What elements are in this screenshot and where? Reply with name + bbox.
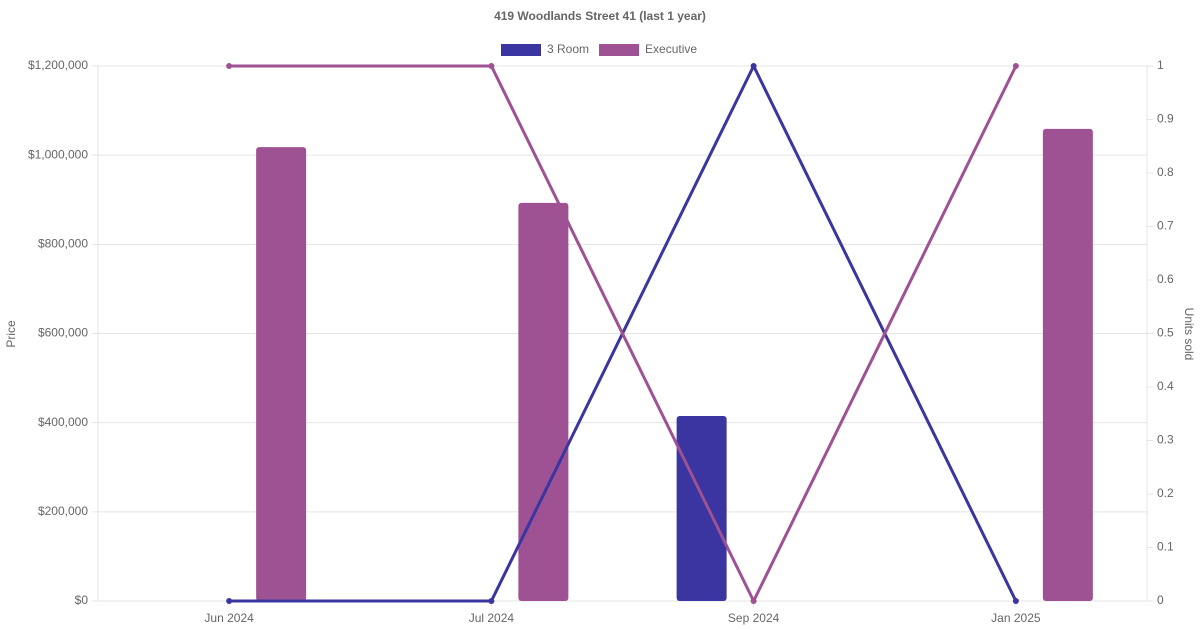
bar [1042, 128, 1093, 602]
legend-label: 3 Room [547, 42, 589, 56]
y-tick-label: $0 [75, 593, 89, 607]
line-point [1012, 598, 1019, 604]
line [229, 64, 1018, 605]
x-tick-label: Sep 2024 [728, 611, 780, 625]
y-tick-label: $1,200,000 [28, 58, 88, 72]
line-point [488, 598, 495, 604]
y2-axis-title: Units sold [1182, 308, 1196, 361]
x-tick-label: Jun 2024 [204, 611, 254, 625]
y2-tick-label: 0.8 [1157, 165, 1174, 179]
legend-swatch [501, 44, 541, 56]
y-tick-label: $200,000 [38, 504, 88, 518]
y2-tick-label: 0.4 [1157, 379, 1174, 393]
chart-title: 419 Woodlands Street 41 (last 1 year) [494, 9, 706, 23]
legend-swatch [599, 44, 640, 56]
line-point [1012, 63, 1019, 69]
y2-tick-label: 1 [1157, 58, 1164, 72]
y-tick-label: $400,000 [38, 415, 88, 429]
y-tick-label: $1,000,000 [28, 147, 88, 161]
x-tick-label: Jul 2024 [469, 611, 515, 625]
bar [256, 147, 307, 601]
y2-tick-label: 0.9 [1157, 112, 1174, 126]
line-point [226, 63, 233, 69]
y2-tick-label: 0.1 [1157, 540, 1174, 554]
legend-label: Executive [645, 42, 697, 56]
y2-tick-label: 0.6 [1157, 272, 1174, 286]
line-point [488, 63, 495, 69]
x-tick-label: Jan 2025 [991, 611, 1041, 625]
y-tick-label: $600,000 [38, 326, 88, 340]
line-point [750, 63, 757, 69]
bar [518, 202, 569, 601]
y2-tick-label: 0.3 [1157, 433, 1174, 447]
y-tick-label: $800,000 [38, 237, 88, 251]
y-axis-title: Price [4, 320, 18, 348]
y2-tick-label: 0.5 [1157, 326, 1174, 340]
y2-tick-label: 0.2 [1157, 486, 1174, 500]
y2-tick-label: 0.7 [1157, 219, 1174, 233]
line-point [750, 598, 757, 604]
bar [676, 415, 727, 601]
y2-tick-label: 0 [1157, 593, 1164, 607]
line-point [226, 598, 233, 604]
